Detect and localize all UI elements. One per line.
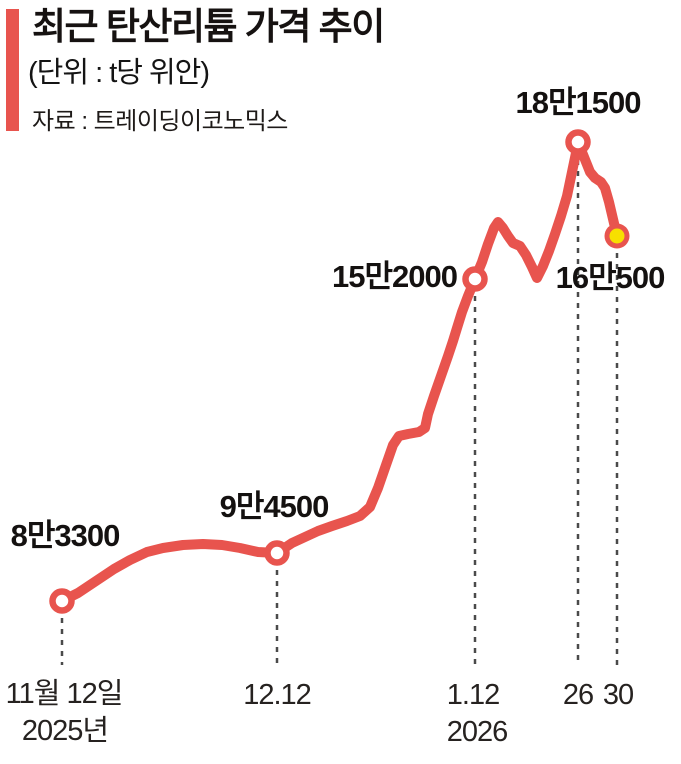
point-label-current: 16만500 [555,260,666,295]
x-axis-label-26: 26 [562,679,594,711]
x-axis-label-dec12: 12.12 [243,679,312,711]
point-label-nov12: 8만3300 [10,518,121,553]
chart-title: 최근 탄산리튬 가격 추이 [32,6,385,47]
point-label-peak: 18만1500 [515,85,642,120]
unit-label: (단위 : t당 위안) [28,57,210,89]
current-point-yellow-dot [609,228,625,244]
source-label: 자료 : 트레이딩이코노믹스 [32,108,288,135]
x-axis-label-2026: 2026 [446,716,509,748]
x-axis-label-nov12: 11월 12일 [5,678,124,710]
point-label-dec12: 9만4500 [219,489,330,524]
title-accent-bar [6,9,19,131]
data-point-marker [462,266,488,292]
x-axis-label-2025: 2025년 [21,715,109,747]
x-axis-label-30: 30 [602,679,634,711]
point-label-jan12: 15만2000 [332,259,458,294]
price-line-series [57,137,622,606]
data-point-marker [49,588,75,614]
data-point-marker [565,129,591,155]
data-point-marker [264,540,290,566]
x-axis-label-jan12: 1.12 [446,679,500,711]
